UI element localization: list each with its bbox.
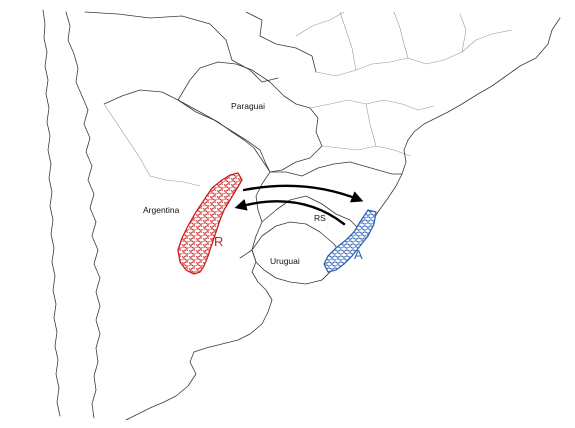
blue-hatched-region bbox=[323, 209, 377, 273]
label-rs: RS bbox=[314, 213, 326, 223]
argentina-province-line-1 bbox=[103, 103, 151, 177]
argentina-province-line-2 bbox=[149, 175, 201, 187]
region-letter-a: A bbox=[354, 247, 363, 262]
brazil-state-border-5 bbox=[393, 11, 409, 59]
argentina-brazil-border bbox=[251, 171, 271, 251]
brazil-state-border-7 bbox=[365, 103, 377, 147]
arrow-r-to-a bbox=[242, 184, 364, 203]
andes-border bbox=[65, 11, 101, 419]
river-plate-north-shore bbox=[239, 249, 257, 263]
brazil-state-border-3 bbox=[321, 145, 411, 157]
argentina-north-border bbox=[103, 89, 271, 173]
chile-coastline bbox=[42, 9, 61, 417]
rs-brazil-uruguay-border bbox=[261, 195, 361, 245]
brazil-state-border-8 bbox=[295, 11, 345, 37]
label-paraguai: Paraguai bbox=[231, 101, 265, 111]
argentina-coastline bbox=[125, 261, 273, 421]
bolivia-east-border bbox=[245, 11, 317, 73]
paraguay-outline bbox=[177, 61, 323, 173]
brazil-state-border-4 bbox=[339, 11, 357, 71]
rs-boundary bbox=[269, 161, 403, 177]
label-uruguai: Uruguai bbox=[270, 256, 300, 266]
brazil-state-border-1 bbox=[315, 51, 463, 77]
bolivia-border bbox=[84, 11, 279, 83]
label-argentina: Argentina bbox=[143, 205, 180, 215]
red-hatched-region bbox=[177, 172, 243, 275]
arrow-a-to-r bbox=[234, 198, 346, 226]
region-letter-r: R bbox=[214, 234, 223, 249]
brazil-state-border-2 bbox=[309, 99, 435, 111]
brazil-state-border-6 bbox=[459, 13, 513, 53]
